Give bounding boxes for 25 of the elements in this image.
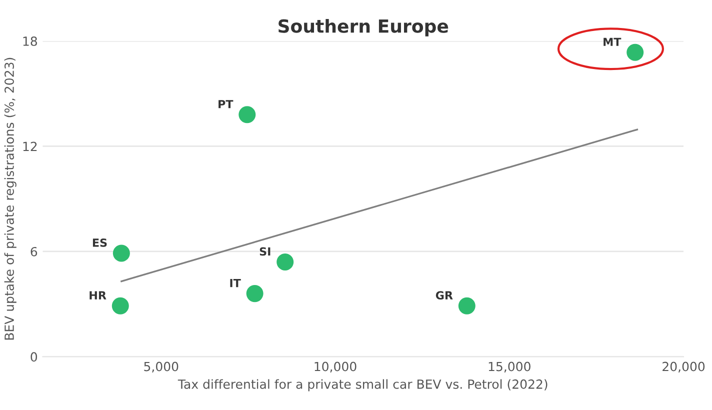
y-tick-label: 0 <box>30 352 38 362</box>
y-tick-label: 18 <box>23 36 38 46</box>
point <box>112 297 129 314</box>
point <box>246 285 264 302</box>
annotation: HR <box>90 291 106 300</box>
annotation: GR <box>436 291 453 300</box>
point <box>112 244 130 262</box>
annotation: MT <box>604 38 622 46</box>
x-tick-label: 10,000 <box>314 362 356 373</box>
x-tick-label: 5,000 <box>144 362 178 373</box>
annotation: SI <box>260 247 270 256</box>
y-axis-title: BEV uptake of private registrations (%, 2023) <box>4 58 16 340</box>
x-tick-label: 20,000 <box>662 362 705 373</box>
y-tick-label: 12 <box>23 142 37 151</box>
point <box>276 253 294 270</box>
point <box>458 297 476 314</box>
annotation: PT <box>218 100 234 108</box>
point <box>626 44 644 61</box>
point <box>238 106 256 124</box>
annotation: ES <box>92 238 107 247</box>
chart-title: Southern Europe <box>278 18 448 36</box>
annotation: IT <box>230 278 241 288</box>
x-tick-label: 15,000 <box>488 362 530 373</box>
x-axis-title: Tax differential for a private small car BEV vs. Petrol (2022) <box>178 379 548 392</box>
y-tick-label: 6 <box>30 246 38 256</box>
